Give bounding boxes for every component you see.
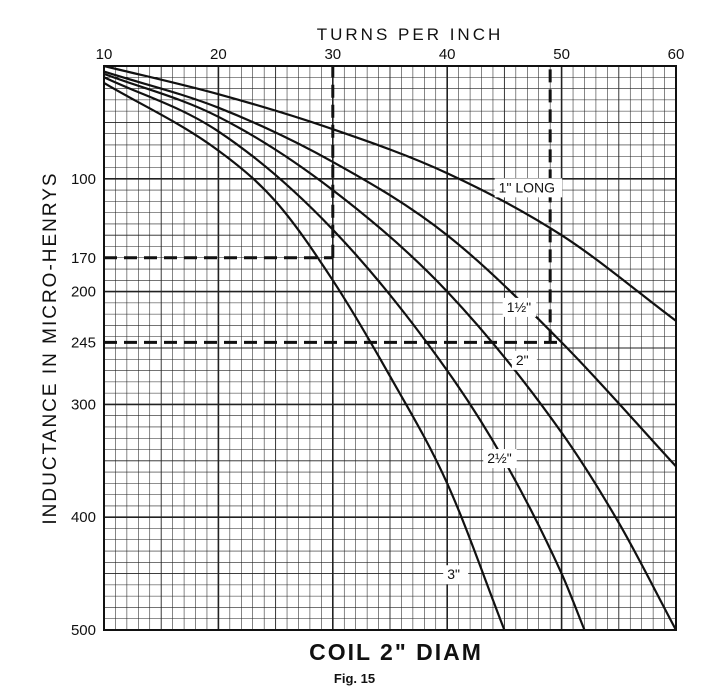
- series-line-3: [103, 72, 677, 631]
- figure-caption: Fig. 15: [333, 671, 376, 686]
- x-tick-label: 20: [210, 46, 227, 63]
- y-tick-label: 170: [71, 250, 96, 267]
- y-tick-label: 200: [71, 284, 96, 301]
- series-curves: [103, 64, 677, 631]
- chart-title: COIL 2" DIAM: [309, 639, 483, 660]
- y-tick-label: 500: [71, 622, 96, 639]
- inductance-chart: 10 20 30 40 50 60 100 200 300 400 500 170 245 1" LO…: [40, 25, 685, 660]
- y-tick-label: 300: [71, 396, 96, 413]
- series-label: 1" LONG: [499, 179, 555, 195]
- x-axis-label: TURNS PER INCH: [317, 25, 504, 44]
- series-label-background: [494, 178, 563, 198]
- series-line-5: [103, 81, 506, 631]
- x-tick-label: 40: [439, 46, 456, 63]
- x-tick-label: 60: [668, 46, 685, 63]
- series-line-2: [103, 70, 677, 468]
- y-tick-label: 400: [71, 509, 96, 526]
- y-axis-label: INDUCTANCE IN MICRO-HENRYS: [40, 171, 61, 524]
- minor-grid: [104, 66, 676, 630]
- series-label-background: [511, 350, 537, 370]
- x-tick-label: 10: [96, 46, 113, 63]
- series-label: 2½": [487, 450, 511, 466]
- series-label-background: [483, 449, 517, 469]
- series-line-4: [103, 76, 586, 631]
- x-tick-label: 50: [553, 46, 570, 63]
- series-label: 1½": [507, 299, 531, 315]
- y-tick-label: 245: [71, 334, 96, 351]
- series-line-1: [103, 64, 677, 322]
- plot-frame: [103, 65, 677, 631]
- x-tick-label: 30: [324, 46, 341, 63]
- series-label-background: [443, 565, 469, 585]
- y-tick-labels: 100 200 300 400 500 170 245: [71, 171, 96, 639]
- x-tick-labels: 10 20 30 40 50 60: [96, 46, 685, 63]
- series-labels: 1" LONG 1½" 2" 2½" 3": [443, 178, 563, 585]
- series-label: 3": [447, 566, 460, 582]
- dashed-guides: [104, 66, 562, 344]
- series-label: 2": [516, 352, 529, 368]
- y-tick-label: 100: [71, 171, 96, 188]
- series-label-background: [502, 297, 537, 317]
